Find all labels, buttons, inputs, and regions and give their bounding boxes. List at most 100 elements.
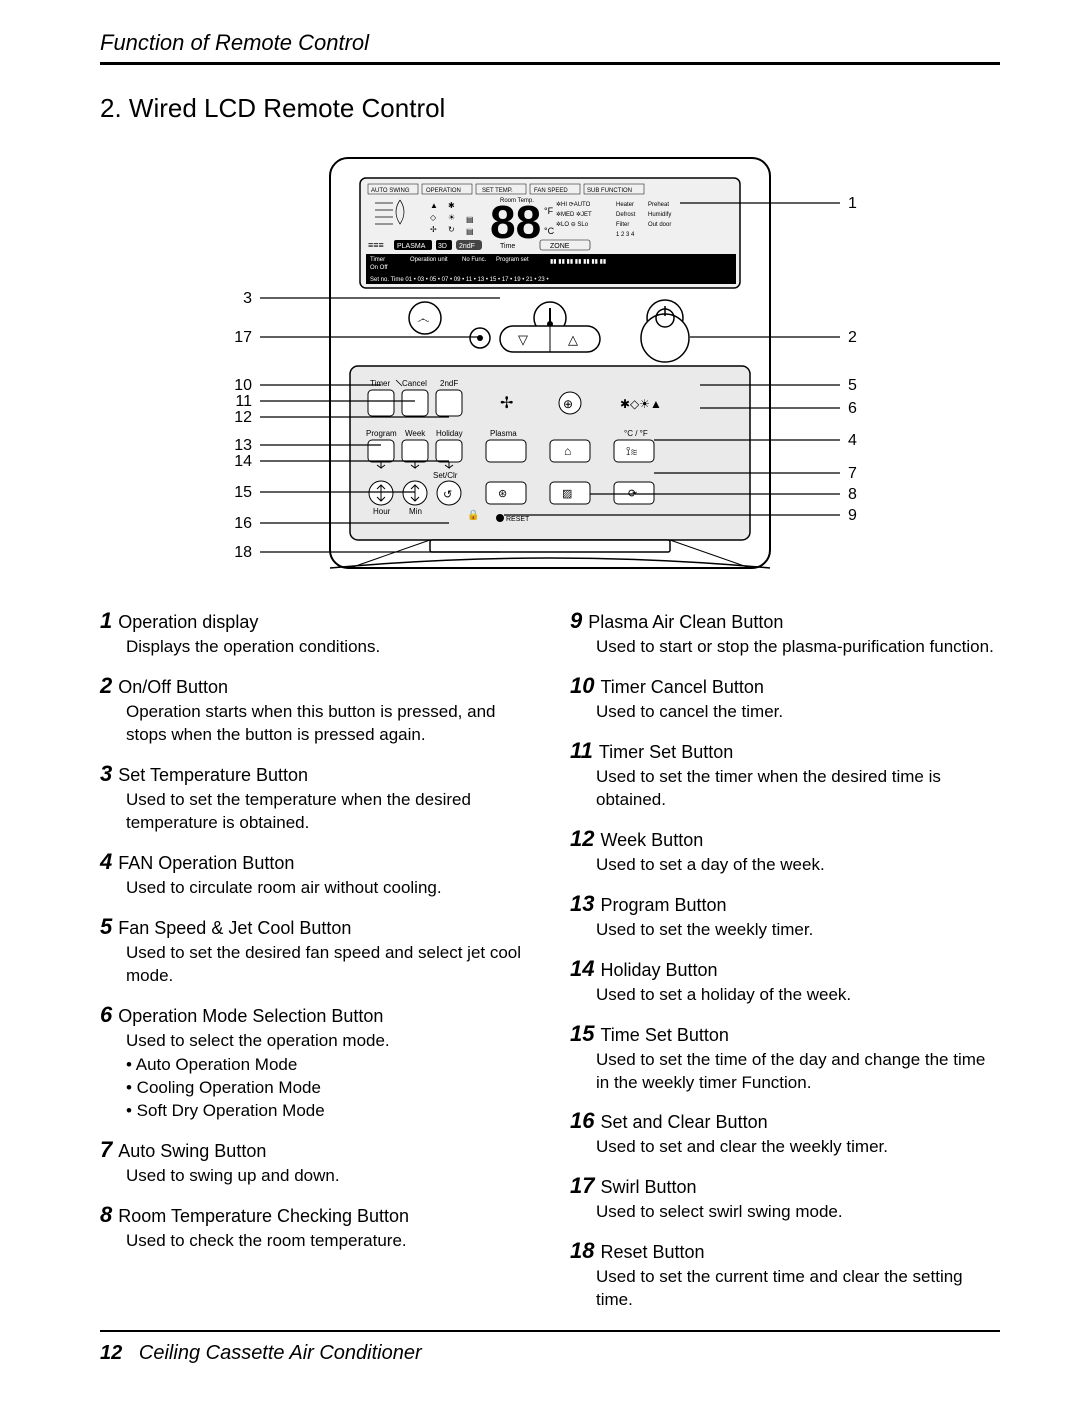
svg-text:Operation unit: Operation unit bbox=[410, 257, 448, 263]
item-number: 8 bbox=[100, 1202, 112, 1228]
callout-label-1: 1 bbox=[848, 195, 857, 212]
description-item-5: 5Fan Speed & Jet Cool ButtonUsed to set … bbox=[100, 914, 530, 988]
item-number: 13 bbox=[570, 891, 594, 917]
item-description: Used to swing up and down. bbox=[126, 1165, 530, 1188]
callout-label-18: 18 bbox=[234, 544, 252, 561]
callout-label-17: 17 bbox=[234, 329, 252, 346]
description-item-15: 15Time Set ButtonUsed to set the time of… bbox=[570, 1021, 1000, 1095]
description-item-2: 2On/Off ButtonOperation starts when this… bbox=[100, 673, 530, 747]
svg-text:AUTO SWING: AUTO SWING bbox=[371, 188, 410, 194]
item-title: Set and Clear Button bbox=[600, 1112, 767, 1133]
remote-diagram-wrap: AUTO SWING OPERATION SET TEMP. FAN SPEED… bbox=[100, 148, 1000, 578]
sublist-entry: • Cooling Operation Mode bbox=[126, 1077, 530, 1100]
item-title: Set Temperature Button bbox=[118, 765, 308, 786]
svg-text:△: △ bbox=[568, 332, 578, 347]
item-description: Used to set a day of the week. bbox=[596, 854, 1000, 877]
svg-text:◇: ◇ bbox=[430, 213, 437, 222]
svg-text:෴: ෴ bbox=[417, 311, 429, 326]
running-header: Function of Remote Control bbox=[100, 30, 1000, 56]
svg-text:°C / °F: °C / °F bbox=[624, 429, 648, 438]
item-description: Used to set a holiday of the week. bbox=[596, 984, 1000, 1007]
item-title: Operation display bbox=[118, 612, 258, 633]
sublist-entry: • Soft Dry Operation Mode bbox=[126, 1100, 530, 1123]
item-number: 16 bbox=[570, 1108, 594, 1134]
item-number: 2 bbox=[100, 673, 112, 699]
callout-label-16: 16 bbox=[234, 515, 252, 532]
description-item-3: 3Set Temperature ButtonUsed to set the t… bbox=[100, 761, 530, 835]
svg-text:⊛: ⊛ bbox=[498, 488, 507, 500]
item-description: Used to set the timer when the desired t… bbox=[596, 766, 1000, 812]
svg-text:↺: ↺ bbox=[443, 489, 452, 501]
description-item-4: 4FAN Operation ButtonUsed to circulate r… bbox=[100, 849, 530, 900]
svg-text:°C: °C bbox=[544, 226, 555, 236]
page-footer: 12 Ceiling Cassette Air Conditioner bbox=[100, 1330, 1000, 1365]
svg-text:Heater: Heater bbox=[616, 202, 634, 208]
item-number: 18 bbox=[570, 1238, 594, 1264]
item-title: Week Button bbox=[600, 830, 703, 851]
item-description: Used to check the room temperature. bbox=[126, 1230, 530, 1253]
svg-text:▮▮ ▮▮ ▮▮ ▮▮ ▮▮ ▮▮ ▮▮: ▮▮ ▮▮ ▮▮ ▮▮ ▮▮ ▮▮ ▮▮ bbox=[550, 259, 606, 265]
svg-text:✱◇☀▲: ✱◇☀▲ bbox=[620, 397, 662, 411]
svg-text:1 2 3 4: 1 2 3 4 bbox=[616, 232, 635, 238]
item-title: Holiday Button bbox=[600, 960, 717, 981]
callout-label-3: 3 bbox=[243, 290, 252, 307]
item-description: Operation starts when this button is pre… bbox=[126, 701, 530, 747]
item-description: Used to set the time of the day and chan… bbox=[596, 1049, 1000, 1095]
description-item-17: 17Swirl ButtonUsed to select swirl swing… bbox=[570, 1173, 1000, 1224]
svg-text:▨: ▨ bbox=[562, 488, 572, 500]
svg-text:▤: ▤ bbox=[466, 227, 474, 236]
svg-text:No Func.: No Func. bbox=[462, 257, 487, 263]
svg-text:Timer: Timer bbox=[370, 379, 390, 388]
svg-text:Preheat: Preheat bbox=[648, 202, 669, 208]
svg-text:2ndF: 2ndF bbox=[440, 379, 458, 388]
callout-label-10: 10 bbox=[234, 377, 252, 394]
item-number: 17 bbox=[570, 1173, 594, 1199]
svg-text:Room Temp.: Room Temp. bbox=[500, 198, 534, 204]
item-title: Timer Set Button bbox=[599, 742, 733, 763]
callout-label-4: 4 bbox=[848, 432, 857, 449]
svg-text:Time: Time bbox=[500, 243, 515, 250]
svg-text:Min: Min bbox=[409, 507, 422, 516]
svg-text:Filter: Filter bbox=[616, 222, 629, 228]
footer-rule bbox=[100, 1330, 1000, 1332]
sublist-entry: • Auto Operation Mode bbox=[126, 1054, 530, 1077]
svg-text:⊕: ⊕ bbox=[563, 397, 573, 411]
page-number: 12 bbox=[100, 1342, 122, 1364]
svg-text:Timer: Timer bbox=[370, 257, 385, 263]
section-title: 2. Wired LCD Remote Control bbox=[100, 93, 1000, 124]
page-root: Function of Remote Control 2. Wired LCD … bbox=[0, 0, 1080, 1405]
svg-text:Cancel: Cancel bbox=[402, 379, 427, 388]
item-description: Used to select swirl swing mode. bbox=[596, 1201, 1000, 1224]
svg-text:Humidify: Humidify bbox=[648, 212, 671, 218]
description-columns: 1Operation displayDisplays the operation… bbox=[100, 608, 1000, 1326]
svg-text:FAN SPEED: FAN SPEED bbox=[534, 188, 568, 194]
callout-label-9: 9 bbox=[848, 507, 857, 524]
item-title: Reset Button bbox=[600, 1242, 704, 1263]
svg-text:Program set: Program set bbox=[496, 257, 529, 263]
callout-label-2: 2 bbox=[848, 329, 857, 346]
svg-text:▲: ▲ bbox=[430, 201, 438, 210]
svg-text:°F: °F bbox=[544, 206, 554, 216]
svg-text:3D: 3D bbox=[438, 243, 447, 250]
svg-text:✱: ✱ bbox=[448, 201, 455, 210]
svg-text:☀: ☀ bbox=[448, 213, 455, 222]
item-number: 9 bbox=[570, 608, 582, 634]
description-item-6: 6Operation Mode Selection ButtonUsed to … bbox=[100, 1002, 530, 1124]
item-number: 11 bbox=[570, 738, 593, 764]
description-item-12: 12Week ButtonUsed to set a day of the we… bbox=[570, 826, 1000, 877]
item-number: 7 bbox=[100, 1137, 112, 1163]
item-title: Operation Mode Selection Button bbox=[118, 1006, 383, 1027]
svg-text:PLASMA: PLASMA bbox=[397, 243, 426, 250]
callout-label-6: 6 bbox=[848, 400, 857, 417]
svg-text:SET TEMP.: SET TEMP. bbox=[482, 188, 513, 194]
svg-text:✢: ✢ bbox=[430, 225, 437, 234]
description-item-9: 9Plasma Air Clean ButtonUsed to start or… bbox=[570, 608, 1000, 659]
callout-label-12: 12 bbox=[234, 409, 252, 426]
svg-text:SUB FUNCTION: SUB FUNCTION bbox=[587, 188, 632, 194]
callout-label-8: 8 bbox=[848, 486, 857, 503]
description-item-1: 1Operation displayDisplays the operation… bbox=[100, 608, 530, 659]
description-item-11: 11 Timer Set Button Used to set the timer … bbox=[570, 738, 1000, 812]
svg-text:🔒: 🔒 bbox=[467, 509, 479, 521]
svg-text:ZONE: ZONE bbox=[550, 243, 570, 250]
item-title: Program Button bbox=[600, 895, 726, 916]
